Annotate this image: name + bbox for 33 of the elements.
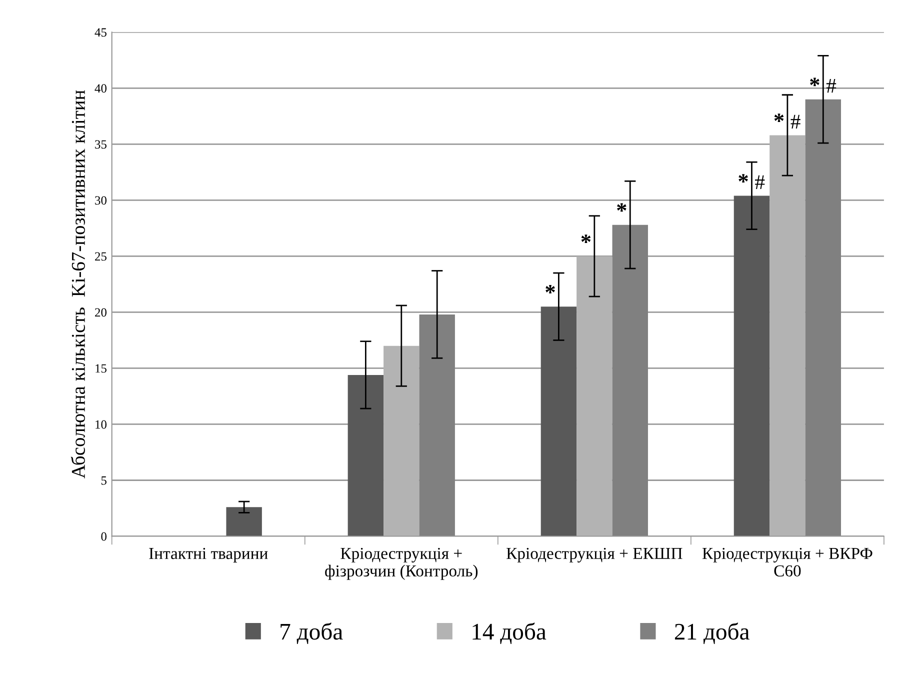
bar xyxy=(770,135,806,536)
y-tick-label: 5 xyxy=(101,476,106,485)
bar xyxy=(805,99,842,536)
bar xyxy=(348,374,384,536)
legend-label: 7 доба xyxy=(280,622,343,644)
bar xyxy=(734,196,770,536)
y-tick-label: 15 xyxy=(96,364,106,373)
x-tick-label: Кріодеструкція + фізрозчин (Контроль) xyxy=(325,548,478,580)
legend-label: 14 доба xyxy=(472,622,546,644)
bar xyxy=(384,346,420,536)
annotation: * xyxy=(546,284,555,294)
y-tick-label: 25 xyxy=(95,252,106,261)
y-tick-label: 40 xyxy=(94,84,107,93)
bar xyxy=(612,224,648,536)
x-tick-label: Кріодеструкція + ВКРФ С60 xyxy=(702,548,872,577)
y-tick-label: 45 xyxy=(94,28,106,37)
annotation: * xyxy=(617,203,626,212)
annotation: * # xyxy=(774,114,800,129)
y-tick-label: 10 xyxy=(96,420,107,429)
y-tick-label: 20 xyxy=(95,308,107,317)
annotation: * # xyxy=(738,174,765,190)
bar xyxy=(540,306,577,536)
y-tick-label: 35 xyxy=(95,140,106,149)
bar xyxy=(576,256,612,536)
annotation: * # xyxy=(810,78,836,93)
y-axis-title: Абсолютна кількість Ki-67-позитивних клітин xyxy=(70,90,85,478)
y-tick-label: 30 xyxy=(95,196,107,205)
x-tick-label: Інтактні тварини xyxy=(149,548,268,562)
bar xyxy=(419,314,455,536)
y-tick-label: 0 xyxy=(101,532,107,541)
legend-label: 21 доба xyxy=(674,622,750,644)
annotation: * xyxy=(581,234,591,243)
x-tick-label: Кріодеструкція + ЕКШП xyxy=(506,548,682,562)
